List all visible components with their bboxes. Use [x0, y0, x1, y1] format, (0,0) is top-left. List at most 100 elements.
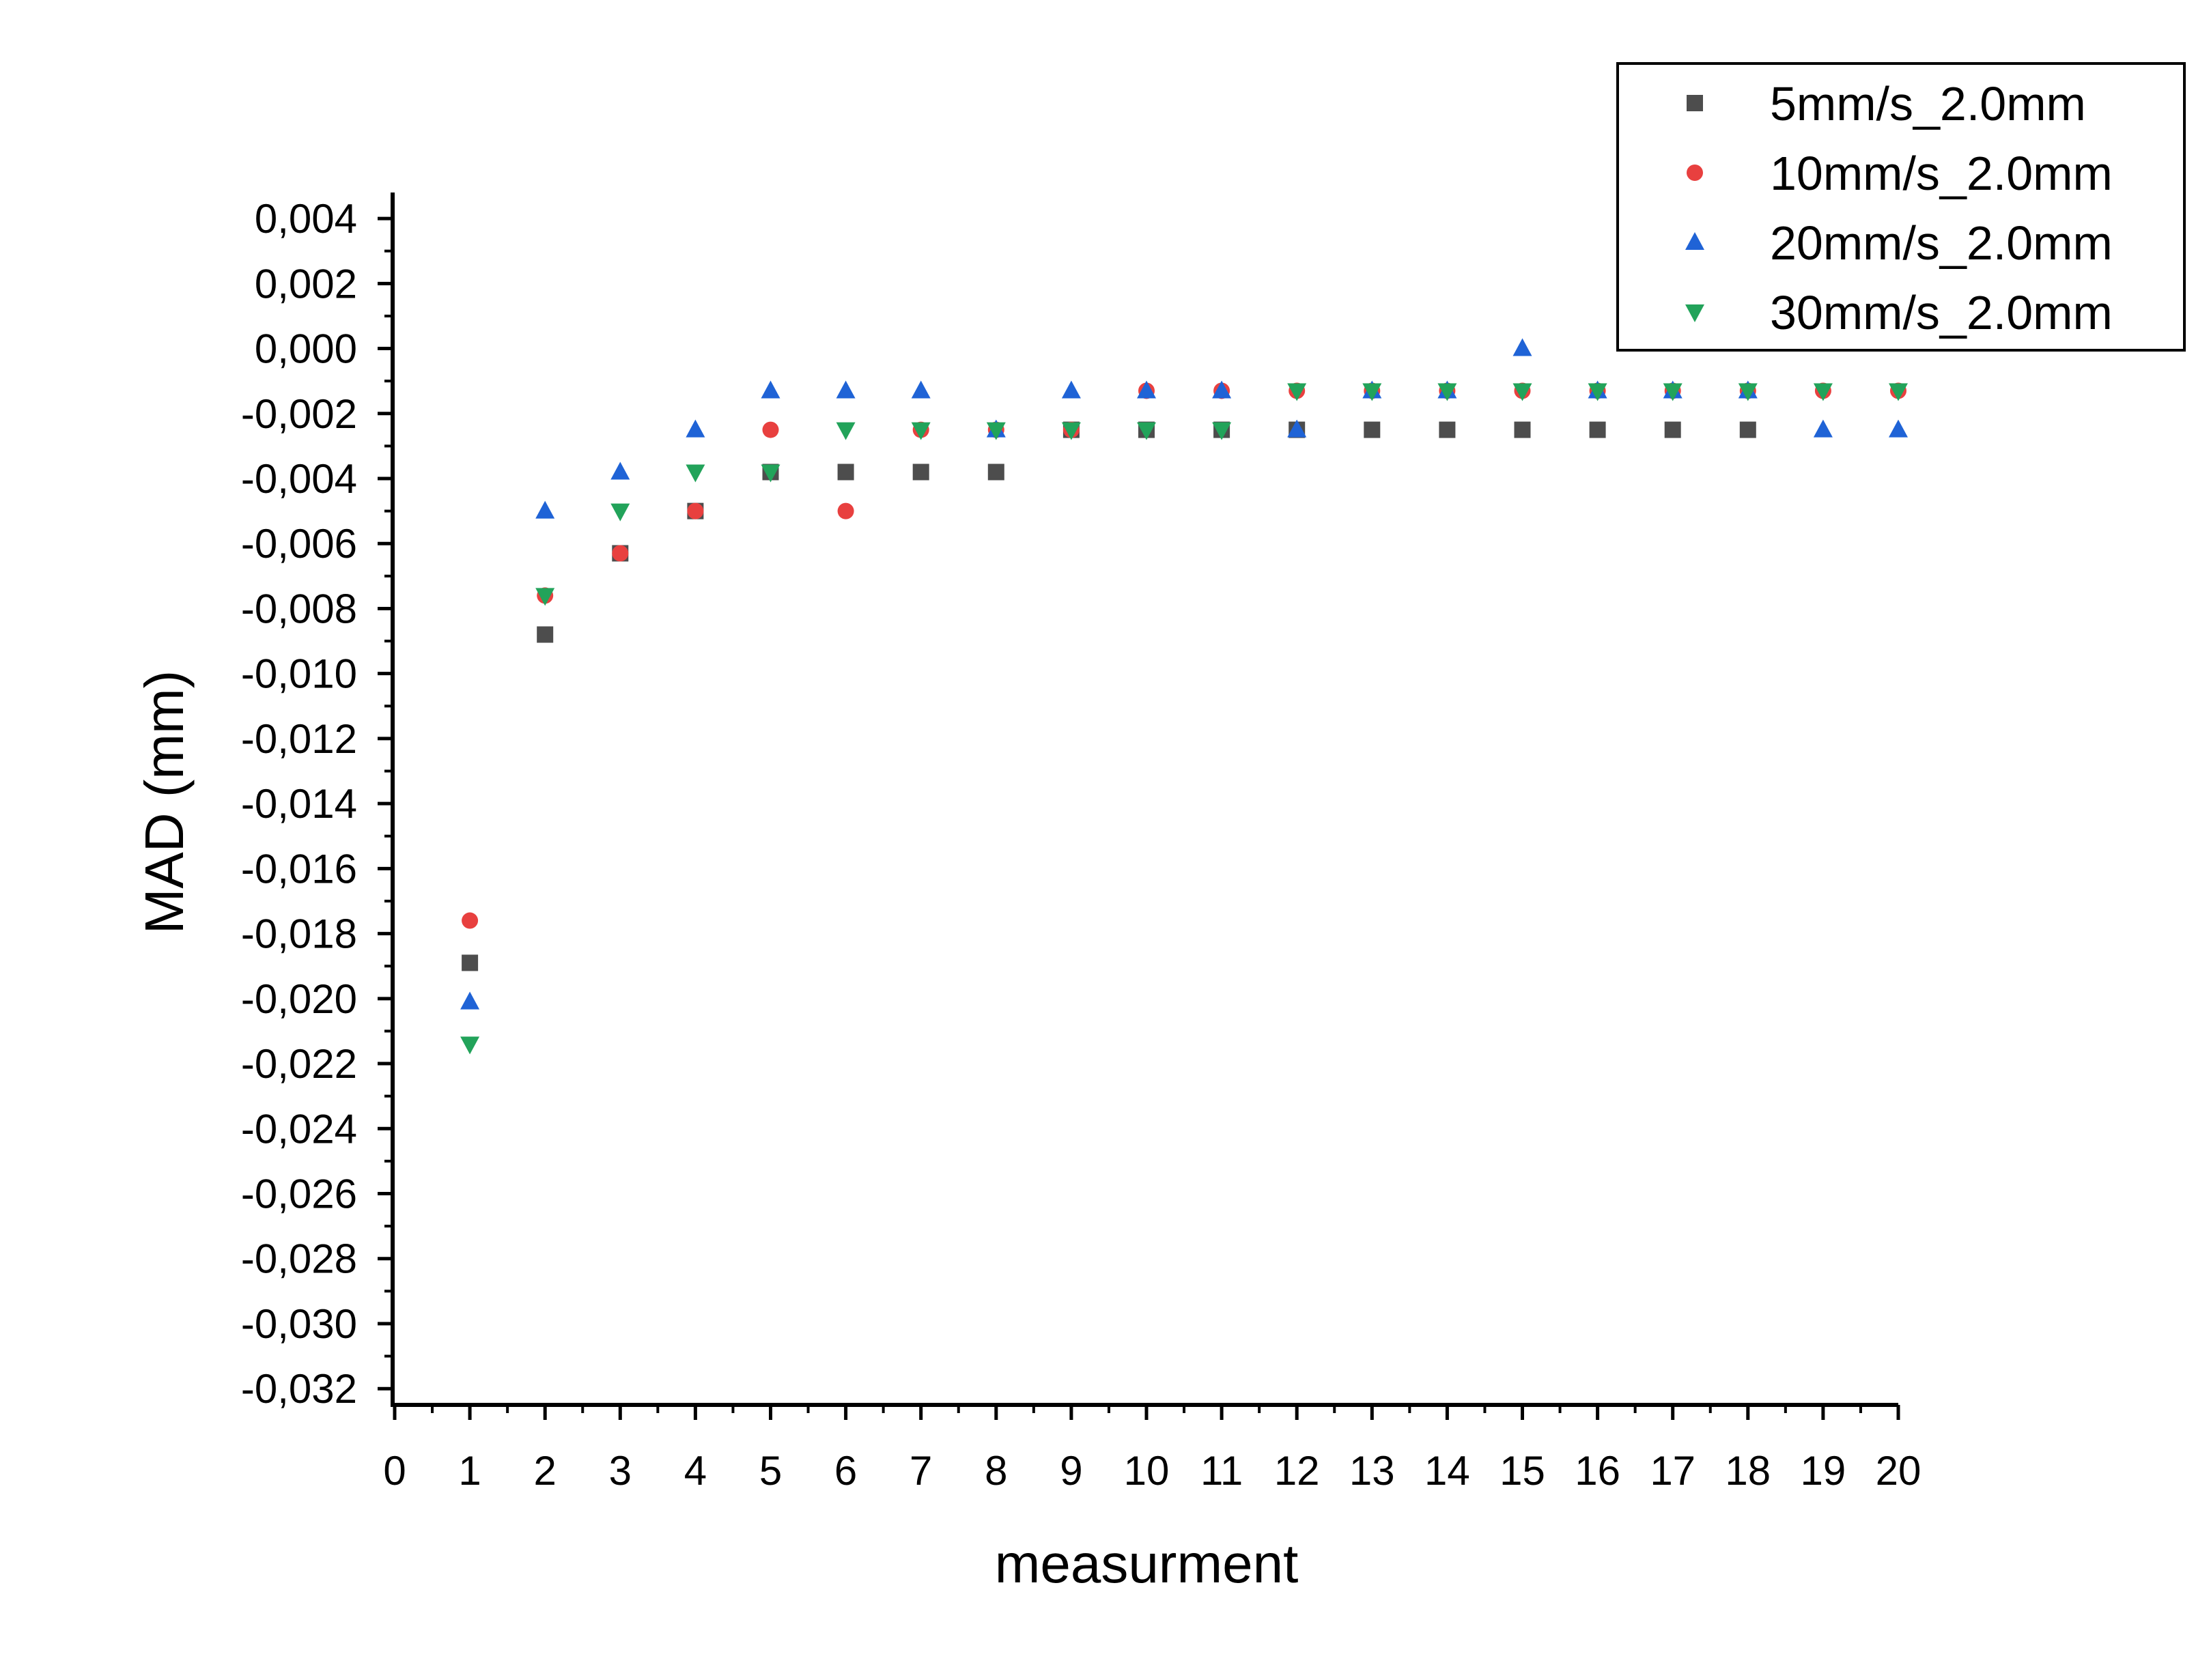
- legend-items: 5mm/s_2.0mm 10mm/s_2.0mm 20mm/s_2.0mm 30mm/…: [1685, 77, 2113, 339]
- y-tick-label: -0,018: [241, 911, 357, 957]
- x-tick-label: 14: [1424, 1448, 1470, 1494]
- data-point: [687, 502, 704, 519]
- data-point: [911, 380, 931, 399]
- legend: 5mm/s_2.0mm 10mm/s_2.0mm 20mm/s_2.0mm 30mm/…: [1616, 62, 2186, 352]
- data-point: [1512, 338, 1532, 356]
- x-tick-label: 2: [534, 1448, 557, 1494]
- x-tick-label: 9: [1060, 1448, 1082, 1494]
- y-tick-label: 0,000: [255, 326, 357, 372]
- data-point: [1061, 422, 1081, 440]
- legend-label: 30mm/s_2.0mm: [1770, 286, 2113, 339]
- data-point: [761, 380, 780, 399]
- x-tick-label: 17: [1650, 1448, 1695, 1494]
- y-tick-label: 0,002: [255, 261, 357, 307]
- plot-area: 0,004 0,002 0,000 -0,002 -0,004 -0,006 -0,008 -…: [241, 193, 1921, 1494]
- y-axis-title: MAD (mm): [134, 670, 195, 935]
- legend-marker: [1687, 95, 1703, 111]
- x-axis-title: measurment: [995, 1533, 1299, 1594]
- data-point: [837, 502, 854, 519]
- x-tick-label: 6: [834, 1448, 857, 1494]
- data-point: [1663, 383, 1683, 401]
- data-point: [686, 419, 705, 438]
- data-point: [1813, 383, 1833, 401]
- series-1: [462, 421, 1756, 971]
- legend-marker: [1685, 304, 1704, 322]
- y-tick-label: -0,006: [241, 521, 357, 567]
- x-tick-label: 10: [1124, 1448, 1170, 1494]
- x-tick-label: 13: [1349, 1448, 1395, 1494]
- x-tick-label: 7: [910, 1448, 932, 1494]
- legend-label: 20mm/s_2.0mm: [1770, 216, 2113, 270]
- y-tick-label: -0,012: [241, 716, 357, 762]
- y-tick-label: 0,004: [255, 196, 357, 242]
- y-tick-label: -0,016: [241, 846, 357, 892]
- data-point: [1588, 383, 1607, 401]
- data-point: [1889, 419, 1908, 438]
- data-point: [837, 464, 854, 481]
- data-point: [761, 464, 780, 483]
- x-tick-label: 16: [1575, 1448, 1620, 1494]
- data-point: [1287, 419, 1307, 438]
- data-point: [535, 500, 555, 519]
- x-axis-ticks: 0 1 2 3 4 5 6 7 8 9 10 11 12 13 14 15 16 17 18 19 20: [383, 1405, 1921, 1494]
- y-tick-label: -0,002: [241, 391, 357, 437]
- legend-marker: [1685, 232, 1704, 250]
- data-point: [460, 1036, 480, 1055]
- data-point: [1061, 380, 1081, 399]
- y-tick-label: -0,014: [241, 781, 357, 827]
- data-point: [686, 464, 705, 483]
- data-point: [1664, 421, 1681, 438]
- x-tick-label: 20: [1876, 1448, 1922, 1494]
- data-point: [1364, 421, 1381, 438]
- data-markers: [460, 338, 1908, 1055]
- legend-box: [1616, 62, 2186, 352]
- data-point: [1137, 422, 1156, 440]
- series-3: [460, 338, 1908, 1010]
- x-tick-label: 8: [985, 1448, 1007, 1494]
- data-point: [1439, 421, 1456, 438]
- data-point: [1512, 383, 1532, 401]
- data-point: [1738, 383, 1758, 401]
- data-point: [912, 464, 929, 481]
- y-tick-label: -0,028: [241, 1236, 357, 1282]
- y-tick-label: -0,030: [241, 1301, 357, 1347]
- data-point: [610, 461, 630, 480]
- x-tick-label: 4: [684, 1448, 707, 1494]
- data-point: [462, 954, 479, 971]
- data-point: [836, 380, 856, 399]
- y-tick-label: -0,004: [241, 456, 357, 502]
- data-point: [462, 912, 479, 929]
- y-tick-label: -0,022: [241, 1041, 357, 1087]
- series-4: [460, 383, 1908, 1055]
- legend-label: 10mm/s_2.0mm: [1770, 147, 2113, 200]
- y-tick-label: -0,008: [241, 586, 357, 631]
- x-tick-label: 18: [1725, 1448, 1771, 1494]
- data-point: [1437, 383, 1457, 401]
- data-point: [1287, 383, 1307, 401]
- x-tick-label: 1: [458, 1448, 481, 1494]
- data-point: [460, 991, 480, 1010]
- legend-marker: [1687, 165, 1703, 181]
- y-tick-label: -0,024: [241, 1106, 357, 1152]
- legend-label: 5mm/s_2.0mm: [1770, 77, 2086, 130]
- x-tick-label: 5: [759, 1448, 782, 1494]
- data-point: [986, 422, 1006, 440]
- x-tick-label: 11: [1200, 1448, 1243, 1494]
- data-point: [1362, 383, 1382, 401]
- x-tick-label: 15: [1500, 1448, 1545, 1494]
- series-2: [462, 382, 1906, 929]
- data-point: [1589, 421, 1606, 438]
- data-point: [911, 422, 931, 440]
- data-point: [1813, 419, 1833, 438]
- data-point: [537, 626, 554, 643]
- data-point: [1739, 421, 1756, 438]
- data-point: [987, 464, 1004, 481]
- data-point: [762, 421, 779, 438]
- y-axis-ticks: 0,004 0,002 0,000 -0,002 -0,004 -0,006 -0,008 -…: [241, 196, 393, 1412]
- y-tick-label: -0,026: [241, 1171, 357, 1217]
- y-tick-label: -0,010: [241, 651, 357, 697]
- y-tick-label: -0,020: [241, 976, 357, 1022]
- data-point: [610, 503, 630, 522]
- data-point: [836, 422, 856, 440]
